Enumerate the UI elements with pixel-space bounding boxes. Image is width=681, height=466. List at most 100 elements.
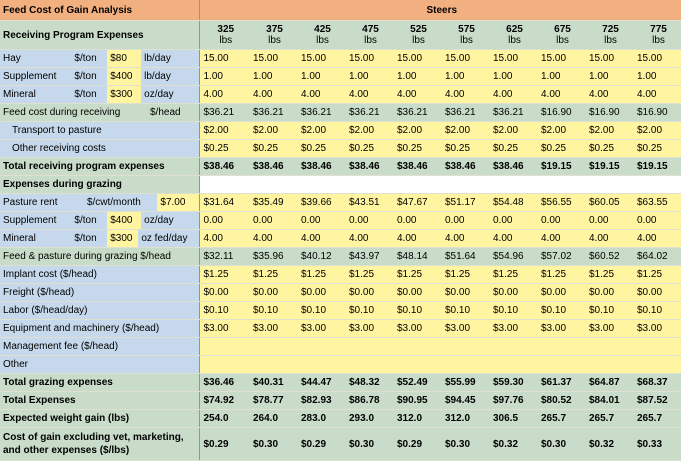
value-cell: $38.46: [489, 157, 537, 176]
price-input: $400: [107, 212, 142, 229]
section-receiving: Receiving Program Expenses: [0, 20, 200, 50]
value-cell: $2.00: [249, 121, 297, 140]
value-cell: $16.90: [585, 103, 633, 122]
row-supplement: Supplement $/ton $400 lb/day 1.00 1.00 1.00 1.0…: [0, 67, 681, 86]
value-cell: $0.25: [633, 139, 681, 158]
value-cell: $0.25: [585, 139, 633, 158]
value-cell: 312.0: [441, 409, 489, 428]
value-cell: 265.7: [633, 409, 681, 428]
row-weight_gain: Expected weight gain (lbs) 254.0 264.0 283.…: [0, 409, 681, 428]
value-cell: $1.25: [393, 265, 441, 284]
weight-header: 675 lbs: [537, 20, 585, 50]
price-input: $400: [107, 68, 142, 85]
value-cell: 1.00: [199, 67, 249, 86]
value-cell: $0.32: [585, 427, 633, 461]
row-freight: Freight ($/head) $0.00 $0.00 $0.00 $0.00 $0.0…: [0, 283, 681, 302]
row-hay: Hay $/ton $80 lb/day 15.00 15.00 15.00 15.00 15.…: [0, 49, 681, 68]
value-cell: $55.99: [441, 373, 489, 392]
value-cell: $36.21: [393, 103, 441, 122]
row-label: Cost of gain excluding vet, marketing, a…: [0, 427, 200, 461]
value-cell: $0.25: [345, 139, 393, 158]
rate-unit: oz fed/day: [141, 233, 188, 244]
value-cell: $38.46: [441, 157, 489, 176]
value-cell: $36.46: [199, 373, 249, 392]
value-cell: 4.00: [249, 85, 297, 104]
value-cell: $78.77: [249, 391, 297, 410]
header-row: Feed Cost of Gain Analysis Steers: [0, 0, 681, 21]
value-cell: $3.00: [537, 319, 585, 338]
value-cell: $97.76: [489, 391, 537, 410]
row-labor: Labor ($/head/day) $0.10 $0.10 $0.10 $0.10 $0…: [0, 301, 681, 320]
value-cell: $0.00: [585, 283, 633, 302]
value-cell: $0.30: [441, 427, 489, 461]
value-cell: $0.10: [585, 301, 633, 320]
value-cell: 4.00: [441, 85, 489, 104]
value-cell: $60.52: [585, 247, 633, 266]
value-cell: $32.11: [199, 247, 249, 266]
row-other_receiving: Other receiving costs $0.25 $0.25 $0.25 $0.2…: [0, 139, 681, 158]
value-cell: $84.01: [585, 391, 633, 410]
value-cell: 4.00: [345, 229, 393, 248]
value-cell: $1.25: [345, 265, 393, 284]
value-cell: $86.78: [345, 391, 393, 410]
value-cell: 1.00: [441, 67, 489, 86]
weight-value: 575: [458, 24, 475, 35]
value-cell: $0.00: [441, 283, 489, 302]
value-cell: 0.00: [489, 211, 537, 230]
row-label: Feed & pasture during grazing $/head: [0, 247, 200, 266]
value-cell: $1.25: [199, 265, 249, 284]
value-cell: 1.00: [537, 67, 585, 86]
value-cell: $40.12: [297, 247, 345, 266]
value-cell: 15.00: [537, 49, 585, 68]
weight-unit: lbs: [316, 35, 329, 46]
value-cell: $38.46: [199, 157, 249, 176]
row-other: Other: [0, 355, 681, 374]
value-cell: $36.21: [345, 103, 393, 122]
value-cell: $43.51: [345, 193, 393, 212]
value-cell: $3.00: [489, 319, 537, 338]
value-cell: $0.10: [441, 301, 489, 320]
value-cell: $60.05: [585, 193, 633, 212]
value-cell: $0.30: [345, 427, 393, 461]
value-cell: $0.29: [297, 427, 345, 461]
value-cell: $2.00: [393, 121, 441, 140]
value-cell: $57.02: [537, 247, 585, 266]
value-cell: $2.00: [633, 121, 681, 140]
empty-value: [199, 355, 681, 374]
row-pasture: Pasture rent $/cwt/month $7.00 $31.64 $35.49…: [0, 193, 681, 212]
weight-value: 475: [362, 24, 379, 35]
value-cell: 1.00: [585, 67, 633, 86]
row-label: Labor ($/head/day): [0, 301, 200, 320]
price-input: $300: [107, 86, 142, 103]
value-cell: $0.25: [297, 139, 345, 158]
value-cell: $35.96: [249, 247, 297, 266]
value-cell: $0.30: [537, 427, 585, 461]
weight-value: 775: [650, 24, 667, 35]
value-cell: $38.46: [249, 157, 297, 176]
row-label: Expected weight gain (lbs): [0, 409, 200, 428]
value-cell: 312.0: [393, 409, 441, 428]
row-cost_of_gain: Cost of gain excluding vet, marketing, a…: [0, 427, 681, 461]
row-label: Other receiving costs: [0, 139, 200, 158]
value-cell: $1.25: [249, 265, 297, 284]
value-cell: $2.00: [537, 121, 585, 140]
rate-unit: lb/day: [144, 71, 171, 82]
row-feed_pasture: Feed & pasture during grazing $/head $32.…: [0, 247, 681, 266]
value-cell: $0.29: [393, 427, 441, 461]
value-cell: $19.15: [585, 157, 633, 176]
weight-value: 725: [602, 24, 619, 35]
value-cell: $19.15: [633, 157, 681, 176]
value-cell: 0.00: [249, 211, 297, 230]
value-cell: $82.93: [297, 391, 345, 410]
value-cell: 0.00: [441, 211, 489, 230]
value-cell: 4.00: [199, 85, 249, 104]
value-cell: $1.25: [585, 265, 633, 284]
value-cell: 1.00: [633, 67, 681, 86]
weight-header: 425 lbs: [297, 20, 345, 50]
value-cell: 15.00: [249, 49, 297, 68]
value-cell: 4.00: [537, 229, 585, 248]
value-cell: $48.32: [345, 373, 393, 392]
value-cell: 15.00: [441, 49, 489, 68]
item-name: Supplement: [3, 71, 57, 82]
weight-header: 775 lbs: [633, 20, 681, 50]
